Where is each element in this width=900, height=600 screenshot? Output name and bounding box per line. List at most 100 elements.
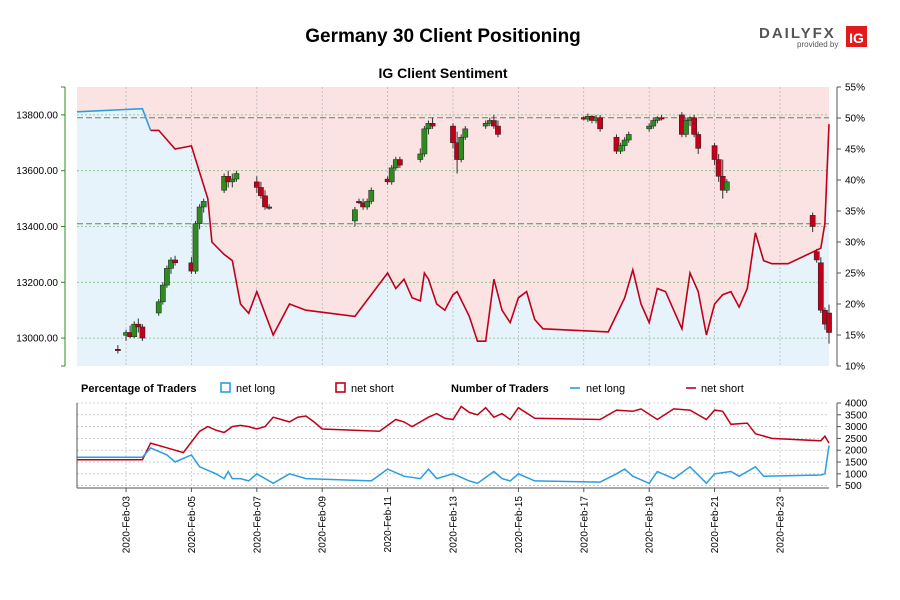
candle-body <box>597 117 603 130</box>
candle <box>364 198 371 210</box>
candle-body <box>817 262 824 311</box>
candle <box>650 117 657 129</box>
candle <box>597 114 603 132</box>
price-tick-label: 13800.00 <box>16 110 58 121</box>
date-tick-label: 2020-Feb-09 <box>318 496 329 554</box>
candle <box>482 120 489 129</box>
dailyfx-logo: DAILYFX provided by IG <box>759 25 867 49</box>
candle <box>233 170 240 182</box>
percent-tick-label: 45% <box>845 145 865 156</box>
candle <box>809 212 816 233</box>
price-panel: 13800.00 13600.00 13400.00 13200.00 13000.00… <box>16 83 865 373</box>
candle-body <box>139 326 146 339</box>
candle-body <box>491 120 497 127</box>
candle <box>495 120 501 138</box>
net-long-count-line <box>77 445 830 485</box>
price-tick-label: 13000.00 <box>16 334 58 345</box>
candle <box>613 134 620 154</box>
candle-body <box>159 284 166 303</box>
candle <box>723 179 730 194</box>
count-gridlines <box>77 402 829 488</box>
percent-tick-label: 50% <box>845 114 865 125</box>
reference-lines <box>77 117 829 225</box>
percent-tick-label: 30% <box>845 238 865 249</box>
candle-body <box>421 128 428 155</box>
candle <box>196 204 203 230</box>
candle-body <box>695 134 702 149</box>
date-tick-label: 2020-Feb-21 <box>710 496 721 554</box>
ig-logo-text: IG <box>849 30 864 46</box>
candle <box>229 173 236 188</box>
candle <box>715 153 722 182</box>
price-axis-ticks: 13800.00 13600.00 13400.00 13200.00 13000.00 <box>16 110 65 345</box>
date-tick-label: 2020-Feb-11 <box>383 496 394 553</box>
legend-pct-net-short: net short <box>351 383 394 395</box>
candle <box>192 220 199 274</box>
candle <box>172 255 178 266</box>
candle-body <box>482 123 489 127</box>
candle-body <box>364 201 371 208</box>
candle-body <box>388 167 395 183</box>
count-tick-label: 2000 <box>845 446 868 457</box>
count-tick-label: 1500 <box>845 458 868 469</box>
date-tick-label: 2020-Feb-05 <box>187 496 198 554</box>
candle <box>617 142 624 154</box>
percent-tick-label: 40% <box>845 176 865 187</box>
candle-body <box>266 206 272 209</box>
date-axis-ticks: 2020-Feb-03 2020-Feb-05 2020-Feb-07 2020-Fe… <box>122 488 786 554</box>
candle-body <box>397 159 403 166</box>
candle-body <box>200 201 207 208</box>
price-tick-label: 13200.00 <box>16 278 58 289</box>
legend-number-label: Number of Traders <box>451 383 549 395</box>
candle <box>417 148 424 163</box>
candle-body <box>650 120 657 127</box>
percent-tick-label: 55% <box>845 83 865 94</box>
net-long-area <box>77 108 829 366</box>
candle-body <box>691 117 697 135</box>
candle-body <box>625 134 632 141</box>
candle-body <box>164 268 170 286</box>
candle-body <box>221 176 227 191</box>
legend-num-net-long: net long <box>586 383 625 395</box>
percentage-axis-ticks: 55% 50% 45% 40% 35% 30% 25% 20% 15% 10% <box>837 83 865 373</box>
candle <box>429 117 436 129</box>
brand-name: DAILYFX <box>759 25 836 42</box>
candle <box>658 114 665 121</box>
candle <box>159 282 166 305</box>
candle <box>691 114 697 138</box>
count-tick-label: 3500 <box>845 410 868 421</box>
date-tick-label: 2020-Feb-17 <box>579 496 590 554</box>
candle <box>135 318 142 333</box>
candle-body <box>646 125 653 130</box>
candle-body <box>131 323 138 337</box>
date-tick-label: 2020-Feb-19 <box>645 496 656 554</box>
candle-body <box>711 145 718 160</box>
candle <box>164 265 170 288</box>
brand-provided-by: provided by <box>797 40 838 49</box>
count-tick-label: 1000 <box>845 469 868 480</box>
candlestick-series <box>115 112 832 354</box>
sentiment-background <box>77 87 829 366</box>
candle-body <box>352 209 358 222</box>
candle-body <box>462 128 469 138</box>
candle <box>646 123 653 132</box>
candle <box>813 248 820 263</box>
net-long-percentage-series <box>76 107 830 343</box>
candle <box>221 173 227 194</box>
legend-num-net-short: net short <box>701 383 744 395</box>
candle-body <box>826 312 832 333</box>
percent-tick-label: 25% <box>845 269 865 280</box>
candle-body <box>192 223 199 272</box>
candle-body <box>233 173 240 180</box>
count-tick-label: 4000 <box>845 399 868 410</box>
candle-body <box>262 195 268 208</box>
candle <box>388 165 395 185</box>
chart-subtitle: IG Client Sentiment <box>378 65 507 81</box>
candle <box>826 304 832 344</box>
candle <box>352 206 358 227</box>
trader-count-series <box>77 405 830 485</box>
candle-body <box>683 120 689 135</box>
candle-body <box>813 251 820 261</box>
